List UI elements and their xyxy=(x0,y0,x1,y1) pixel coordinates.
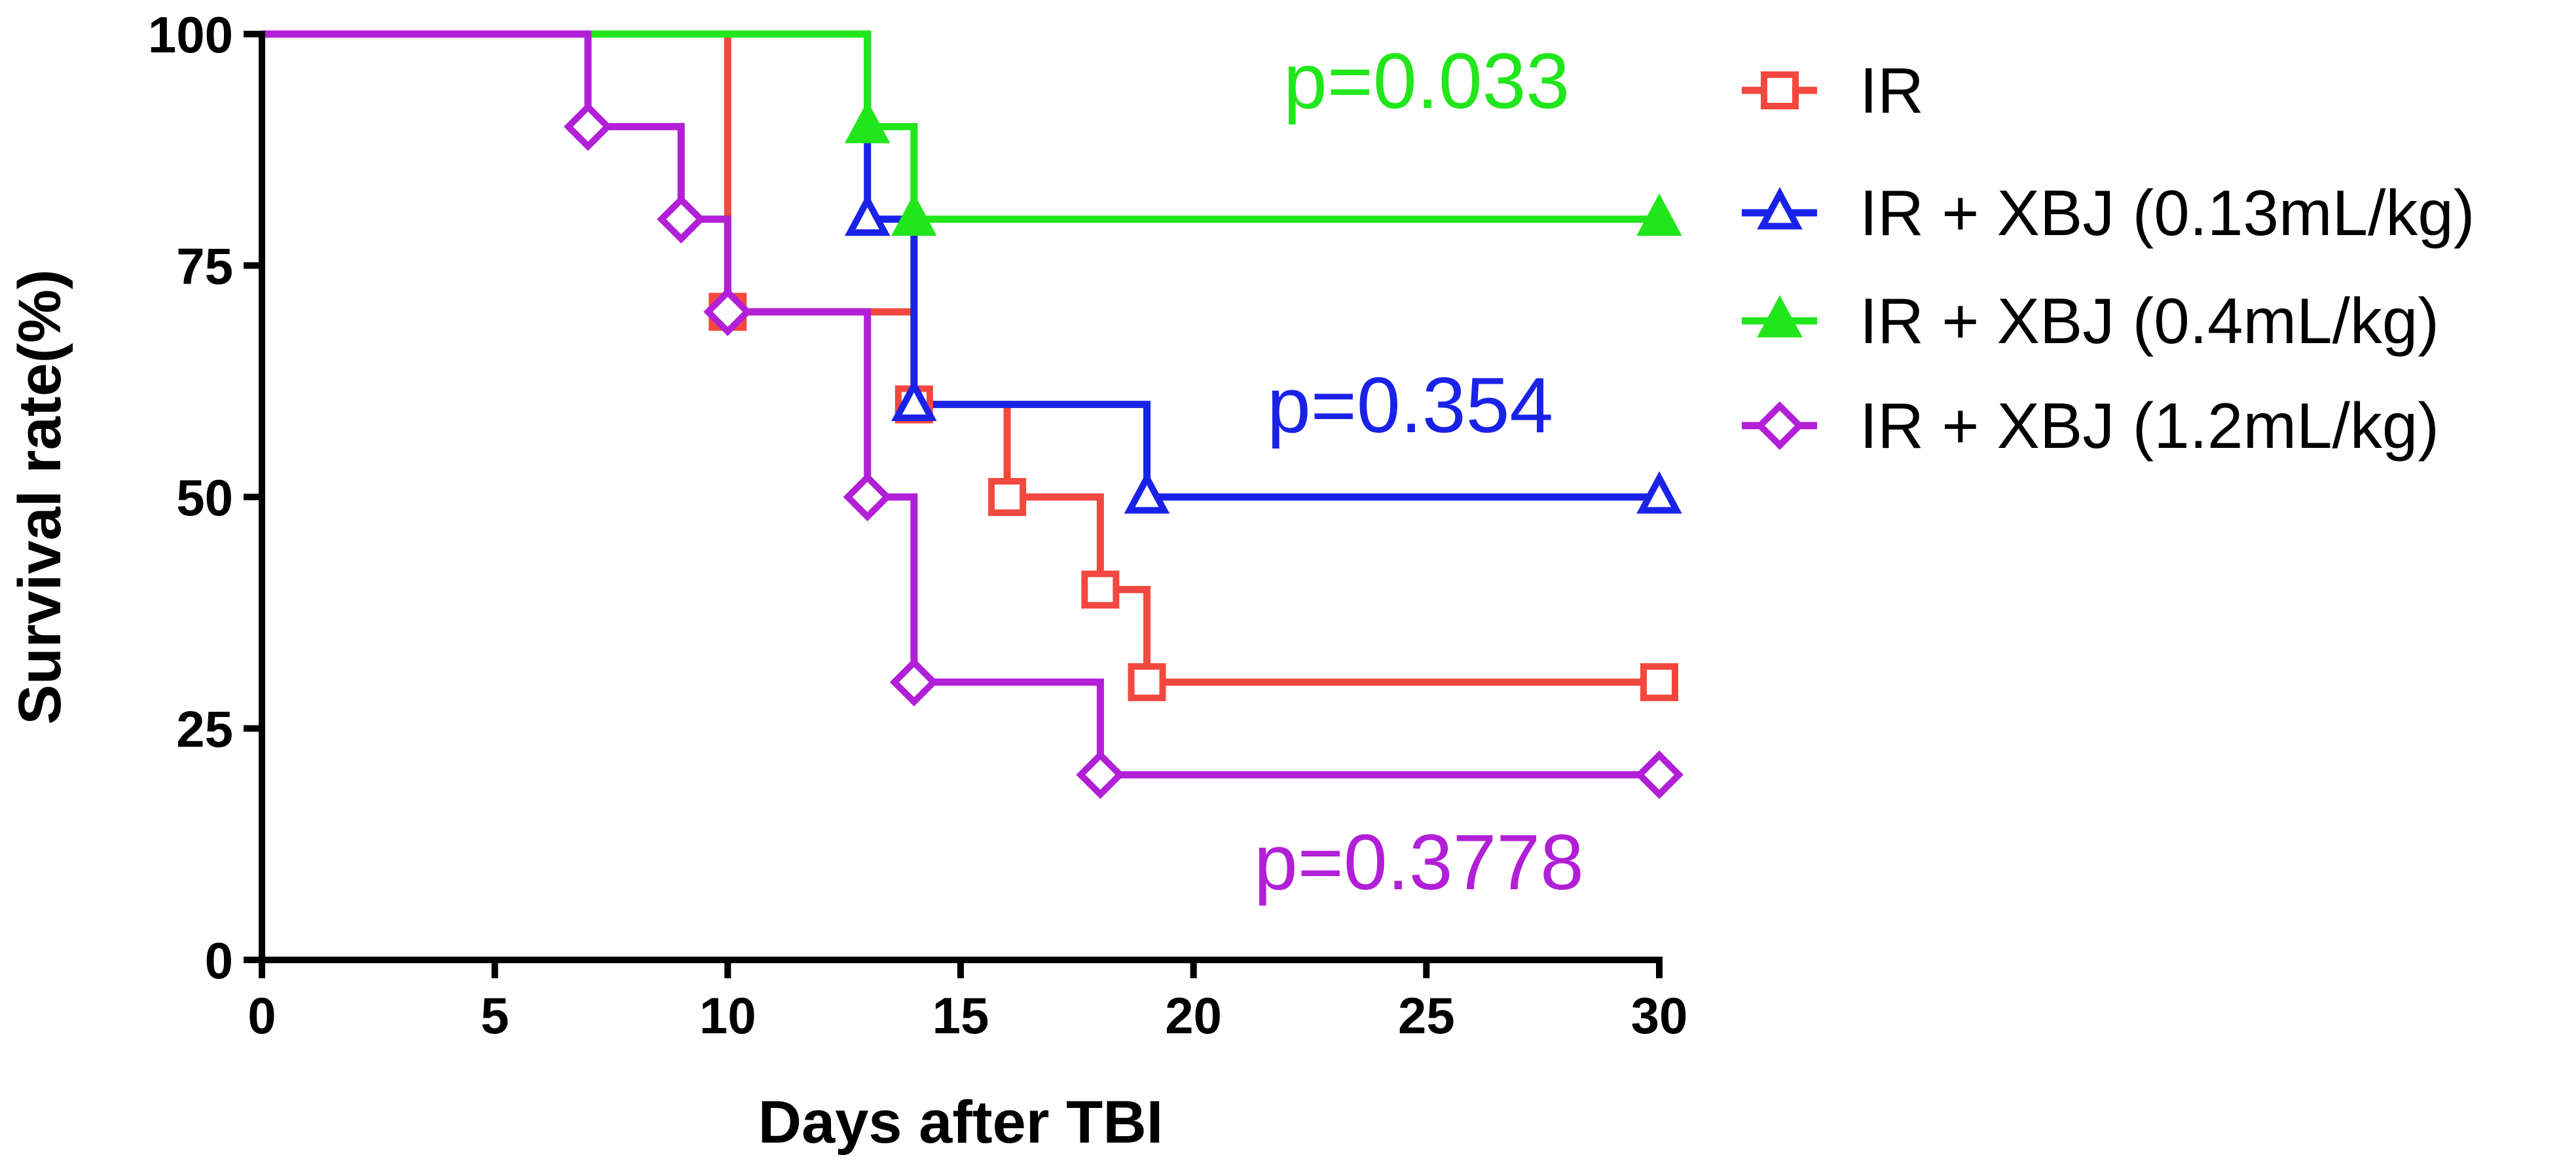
legend-marker xyxy=(1761,71,1799,109)
x-tick-label: 25 xyxy=(1398,987,1455,1044)
square-marker xyxy=(1128,663,1166,701)
filled-triangle-marker xyxy=(1636,193,1682,236)
series-line-2 xyxy=(262,30,1659,223)
diamond-marker xyxy=(1076,750,1125,799)
triangle-marker xyxy=(1636,471,1682,514)
diamond-marker xyxy=(1755,401,1805,450)
event-markers xyxy=(563,101,1684,799)
y-tick-label: 75 xyxy=(176,238,233,295)
triangle-marker xyxy=(844,193,891,236)
p-value-purple: p=0.3778 xyxy=(1254,818,1584,906)
x-tick-label: 5 xyxy=(481,987,509,1044)
filled-triangle-marker xyxy=(844,101,891,143)
triangle-marker xyxy=(1124,471,1170,514)
legend-marker xyxy=(1757,295,1803,338)
legend-label: IR + XBJ (0.4mL/kg) xyxy=(1860,285,2439,357)
legend-marker xyxy=(1755,401,1805,450)
diamond-marker xyxy=(889,657,938,707)
y-tick-label: 0 xyxy=(205,932,233,989)
y-tick-label: 50 xyxy=(176,469,233,526)
p-value-blue: p=0.354 xyxy=(1267,361,1553,449)
x-tick-label: 15 xyxy=(932,987,989,1044)
square-marker xyxy=(1761,71,1799,109)
p-value-green: p=0.033 xyxy=(1283,37,1570,125)
diamond-marker xyxy=(703,287,752,337)
series-line-0 xyxy=(262,30,1659,686)
legend-label: IR xyxy=(1860,54,1924,126)
diamond-marker xyxy=(563,102,613,151)
legend-label: IR + XBJ (1.2mL/kg) xyxy=(1860,390,2439,462)
square-marker xyxy=(1081,570,1120,609)
square-marker xyxy=(1640,663,1678,701)
y-axis-title: Survival rate(%) xyxy=(7,269,73,724)
filled-triangle-marker xyxy=(1757,295,1803,338)
y-tick-label: 100 xyxy=(148,6,233,64)
legend-item-ir: IR xyxy=(1742,54,1924,126)
legend: IR IR + XBJ (0.13mL/kg) IR + XBJ (0.4mL/… xyxy=(1742,54,2475,462)
legend-label: IR + XBJ (0.13mL/kg) xyxy=(1860,177,2475,249)
y-tick-label: 25 xyxy=(176,701,233,758)
x-axis-title: Days after TBI xyxy=(758,1089,1164,1156)
diamond-marker xyxy=(843,472,892,522)
x-tick-label: 10 xyxy=(699,987,756,1044)
diamond-marker xyxy=(657,194,706,244)
ticks: 0 5 10 15 20 25 30 0 25 50 75 100 xyxy=(148,6,1688,1044)
triangle-marker xyxy=(1757,187,1803,230)
legend-item-xbj-12: IR + XBJ (1.2mL/kg) xyxy=(1742,390,2439,462)
x-tick-label: 0 xyxy=(248,987,276,1044)
triangle-marker xyxy=(891,378,937,421)
x-tick-label: 30 xyxy=(1631,987,1688,1044)
legend-item-xbj-013: IR + XBJ (0.13mL/kg) xyxy=(1742,177,2475,249)
legend-item-xbj-04: IR + XBJ (0.4mL/kg) xyxy=(1742,285,2439,357)
x-tick-label: 20 xyxy=(1165,987,1222,1044)
square-marker xyxy=(988,478,1027,516)
diamond-marker xyxy=(1634,750,1684,799)
legend-marker xyxy=(1757,187,1803,230)
filled-triangle-marker xyxy=(891,193,937,236)
